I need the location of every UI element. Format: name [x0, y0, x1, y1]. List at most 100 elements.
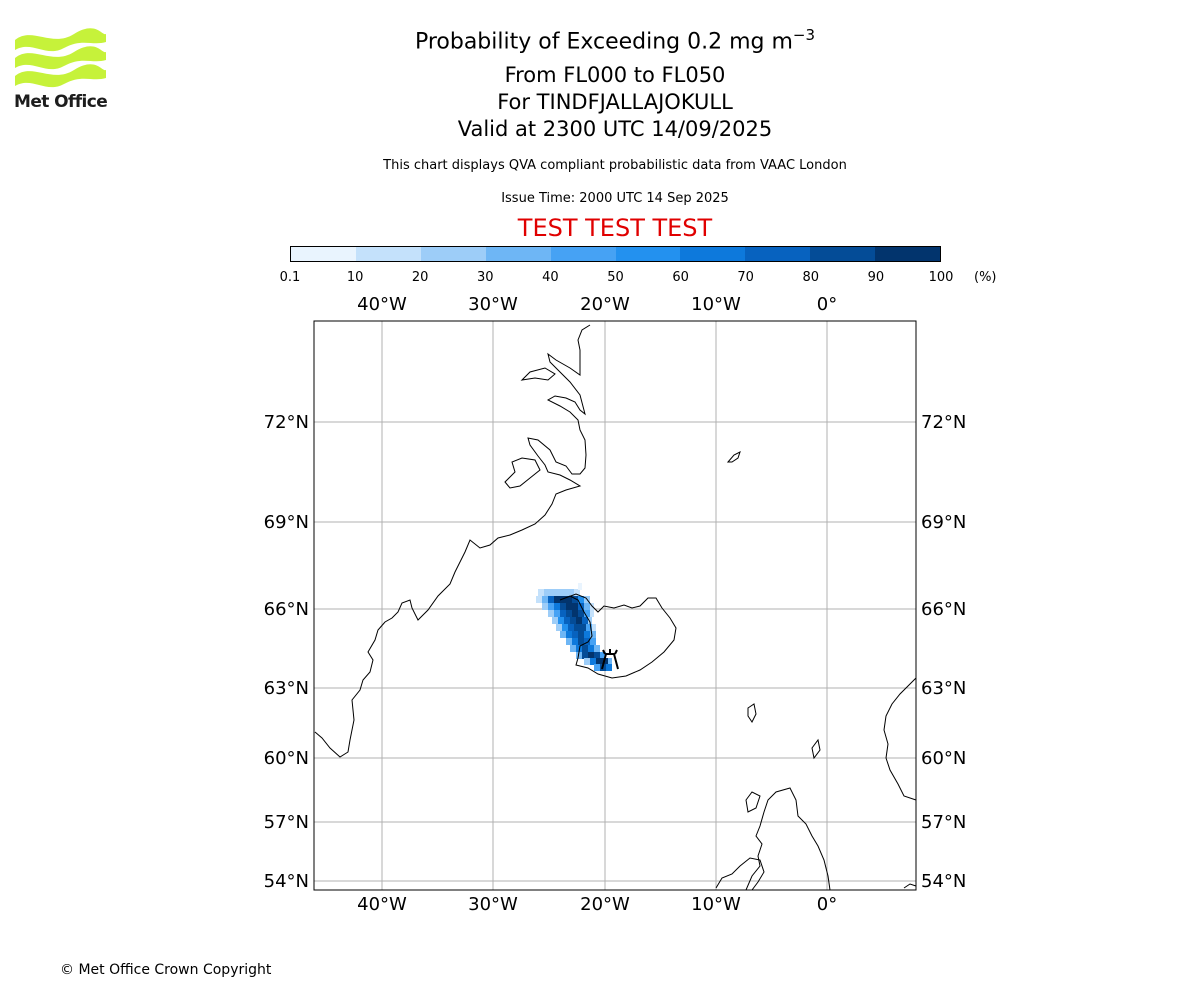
latitude-label: 66°N	[921, 599, 966, 620]
plume-cell	[600, 652, 606, 659]
coastline-denmark	[903, 883, 917, 889]
plume-cell	[578, 583, 582, 590]
coastline-greenland-fjord-2	[504, 457, 541, 489]
plume-cell	[588, 645, 594, 652]
flight-level-range: From FL000 to FL050	[504, 63, 726, 87]
latitude-label: 69°N	[921, 512, 966, 533]
plume-cell	[548, 603, 554, 610]
longitude-label: 30°W	[468, 894, 518, 915]
plume-cell	[566, 596, 572, 603]
volcano-symbol-icon	[601, 649, 619, 670]
colorbar-swatch	[355, 247, 421, 261]
plume-cell	[582, 652, 588, 659]
latitude-label: 60°N	[921, 748, 966, 769]
colorbar-swatch	[420, 247, 486, 261]
plume-cell	[576, 645, 582, 652]
coastline-greenland	[314, 324, 591, 758]
plume-cell	[582, 617, 588, 624]
colorbar-tick-label: 50	[607, 270, 624, 285]
axis-labels: 40°W 40°W 30°W 30°W 20°W 20°W 10°W 10°W 0° 0° 72°N…	[264, 294, 967, 915]
longitude-label: 10°W	[691, 894, 741, 915]
plume-cell	[582, 645, 588, 652]
plume-cell	[592, 624, 596, 631]
latitude-label: 54°N	[921, 871, 966, 892]
volcano-name: For TINDFJALLAJOKULL	[497, 90, 733, 114]
colorbar-swatch	[291, 247, 356, 261]
plume-cell	[578, 596, 584, 603]
plume-cell	[584, 658, 590, 665]
plume-cell	[584, 631, 590, 638]
plume-cell	[578, 631, 584, 638]
plume-cell	[564, 617, 570, 624]
coastline-iceland	[559, 593, 677, 679]
coastlines	[314, 324, 917, 891]
latitude-label: 54°N	[264, 871, 309, 892]
plume-cell	[574, 624, 580, 631]
colorbar-tick-label: 10	[346, 270, 364, 285]
longitude-label: 20°W	[580, 894, 630, 915]
plume-cell	[586, 624, 592, 631]
plume-cell	[576, 617, 582, 624]
plume-cell	[570, 645, 576, 652]
plume-cell	[568, 589, 574, 596]
plume-cell	[590, 610, 594, 617]
colorbar-tick-label: 100	[928, 270, 954, 285]
longitude-label: 40°W	[357, 294, 407, 315]
plume-cell	[566, 610, 572, 617]
colorbar-swatch	[745, 247, 811, 261]
longitude-label: 0°	[817, 294, 837, 315]
latitude-label: 66°N	[264, 599, 309, 620]
ash-probability-plume	[536, 583, 612, 671]
chart-title: Probability of Exceeding 0.2 mg m−3	[0, 26, 1200, 54]
plume-cell	[554, 603, 560, 610]
plume-cell	[572, 603, 578, 610]
issue-time: Issue Time: 2000 UTC 14 Sep 2025	[501, 191, 729, 206]
plume-cell	[562, 589, 568, 596]
longitude-label: 0°	[817, 894, 837, 915]
plume-cell	[568, 624, 574, 631]
plume-cell	[574, 589, 580, 596]
plume-cell	[566, 638, 572, 645]
plume-cell	[558, 617, 564, 624]
coastline-jan-mayen	[726, 451, 741, 463]
plume-cell	[572, 610, 578, 617]
plume-cell	[536, 596, 542, 603]
plume-cell	[570, 617, 576, 624]
plume-cell	[554, 596, 560, 603]
plume-cell	[556, 589, 562, 596]
latitude-label: 72°N	[264, 412, 309, 433]
plume-cell	[594, 664, 600, 671]
logo-text: Met Office	[14, 92, 108, 112]
plume-cell	[578, 610, 584, 617]
coastline-ireland	[715, 857, 765, 891]
colorbar	[290, 246, 941, 262]
plume-cell	[566, 631, 572, 638]
plume-cell	[588, 617, 592, 624]
plume-cell	[584, 638, 590, 645]
plume-cell	[584, 610, 590, 617]
colorbar-unit: (%)	[974, 270, 997, 285]
plume-cell	[548, 610, 554, 617]
plume-cell	[572, 596, 578, 603]
coastline-norway	[883, 677, 917, 801]
plume-cell	[608, 658, 612, 665]
plume-cell	[562, 624, 568, 631]
colorbar-swatch	[485, 247, 551, 261]
colorbar-swatch	[875, 247, 941, 261]
plume-cell	[594, 652, 600, 659]
colorbar-tick-label: 20	[411, 270, 429, 285]
met-office-logo-icon	[15, 28, 106, 88]
plume-cell	[560, 603, 566, 610]
plume-cell	[596, 658, 602, 665]
latitude-label: 63°N	[921, 678, 966, 699]
test-banner: TEST TEST TEST	[517, 214, 713, 242]
coastline-hebrides	[745, 791, 761, 813]
plume-cell	[576, 652, 582, 659]
plume-cell	[566, 603, 572, 610]
plume-cell	[548, 596, 554, 603]
latitude-label: 57°N	[921, 812, 966, 833]
plume-cell	[572, 631, 578, 638]
longitude-label: 40°W	[357, 894, 407, 915]
plume-cell	[542, 603, 548, 610]
plume-cell	[588, 652, 594, 659]
